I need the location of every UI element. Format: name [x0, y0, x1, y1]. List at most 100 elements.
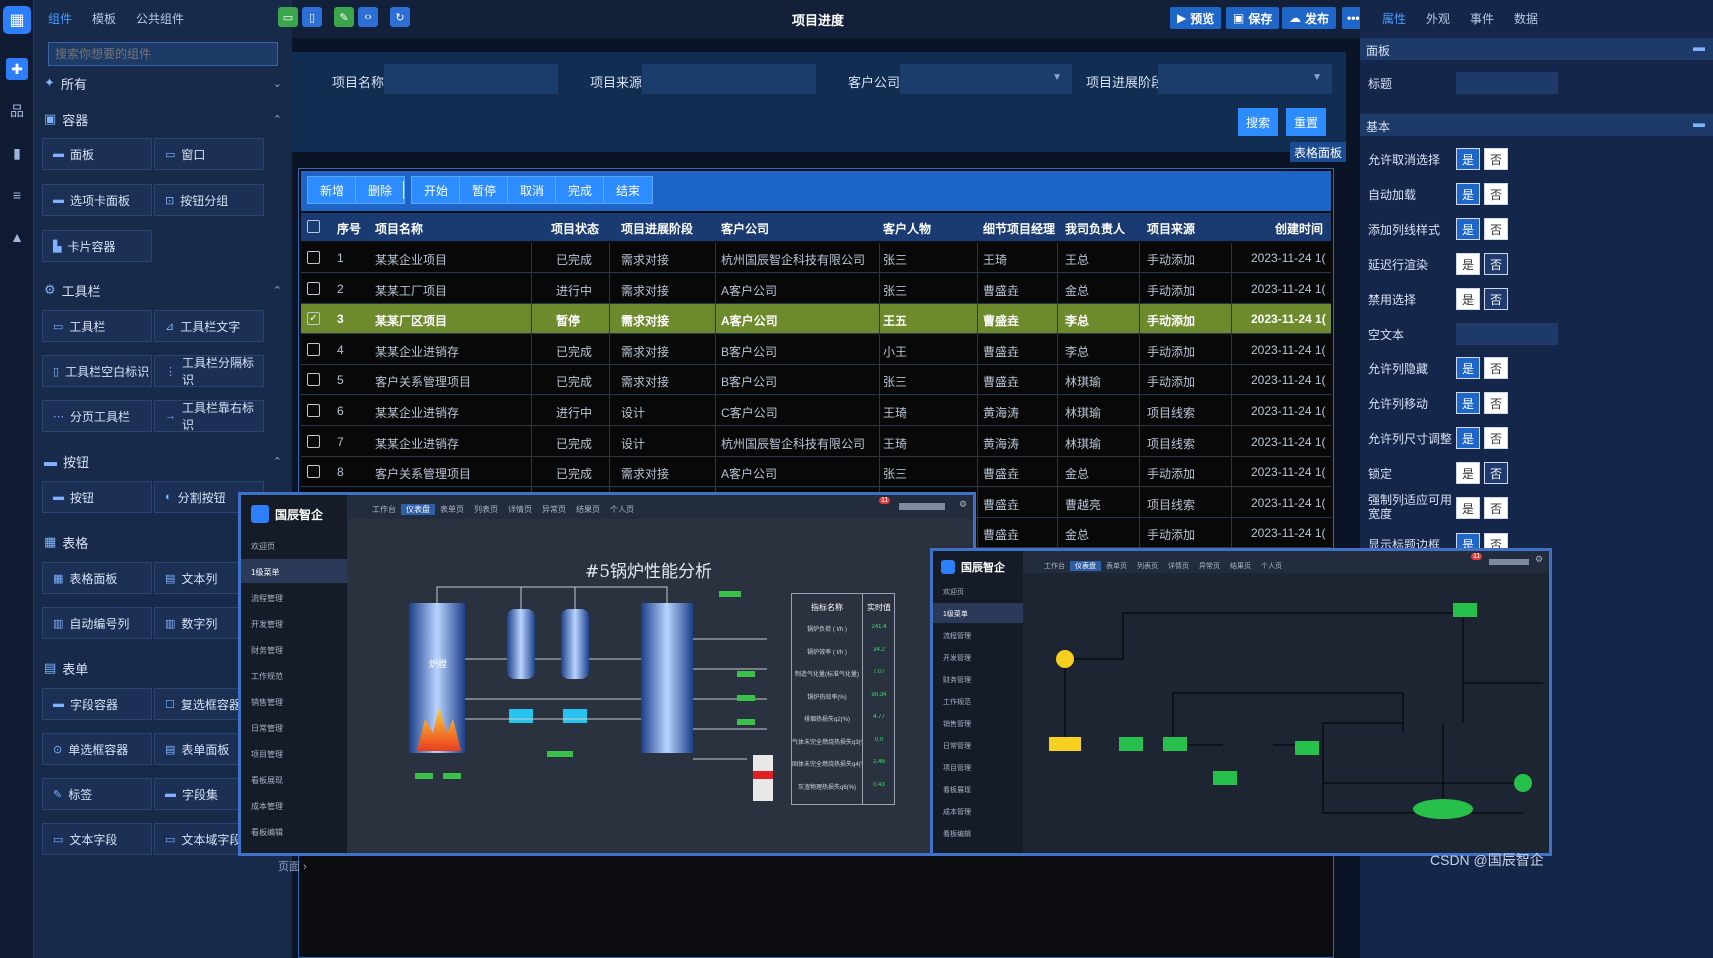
- preview-menu-item[interactable]: 成本管理: [943, 809, 971, 816]
- col-contact[interactable]: 客户人物: [883, 222, 932, 236]
- more-button[interactable]: •••: [1342, 7, 1365, 29]
- col-stage[interactable]: 项目进展阶段: [621, 222, 694, 236]
- search-button[interactable]: 搜索: [1238, 108, 1278, 136]
- component-paging-toolbar-item[interactable]: ⋯ 分页工具栏: [42, 400, 152, 432]
- no-toggle[interactable]: 否: [1484, 462, 1508, 484]
- select-all-checkbox[interactable]: [307, 220, 320, 233]
- project-name-input[interactable]: [384, 64, 558, 94]
- publish-button[interactable]: ☁ 发布: [1282, 7, 1337, 29]
- tab-public-components[interactable]: 公共组件: [136, 12, 185, 26]
- reset-button[interactable]: 重置: [1286, 108, 1326, 136]
- edit-icon[interactable]: ✎: [334, 7, 354, 27]
- preview-menu-item[interactable]: 项目管理: [943, 765, 971, 772]
- section-toolbar[interactable]: ⚙ 工具栏 ⌃: [44, 279, 282, 301]
- preview-tab[interactable]: 详情页: [508, 505, 532, 514]
- preview-menu-item[interactable]: 成本管理: [251, 802, 283, 811]
- no-toggle[interactable]: 否: [1484, 288, 1508, 310]
- no-toggle[interactable]: 否: [1484, 218, 1508, 240]
- preview-tab[interactable]: 详情页: [1168, 563, 1189, 570]
- preview-menu-item[interactable]: 开发管理: [943, 655, 971, 662]
- preview-menu-item[interactable]: 1级菜单: [241, 559, 347, 583]
- section-all[interactable]: ✦ 所有 ⌄: [44, 72, 282, 94]
- table-row[interactable]: ✓ 3 某某厂区项目 暂停 需求对接 A客户公司 王五 曹盛垚 李总 手动添加 2023-11-24…: [301, 304, 1331, 335]
- yes-toggle[interactable]: 是: [1456, 183, 1480, 205]
- yes-toggle[interactable]: 是: [1456, 497, 1480, 519]
- preview-menu-item[interactable]: 1级菜单: [933, 603, 1023, 623]
- yes-toggle[interactable]: 是: [1456, 392, 1480, 414]
- project-source-input[interactable]: [642, 64, 816, 94]
- section-grid[interactable]: ▦ 表格: [44, 531, 282, 553]
- delete-button[interactable]: 删除: [355, 176, 406, 204]
- preview-tab[interactable]: 列表页: [1137, 563, 1158, 570]
- col-status[interactable]: 项目状态: [551, 222, 600, 236]
- puzzle-icon[interactable]: ✚: [6, 58, 28, 80]
- preview-menu-item[interactable]: 看板编辑: [943, 831, 971, 838]
- preview-tab[interactable]: 结果页: [1230, 563, 1251, 570]
- yes-toggle[interactable]: 是: [1456, 218, 1480, 240]
- component-tabpanel-item[interactable]: ▬ 选项卡面板: [42, 184, 152, 216]
- preview-menu-item[interactable]: 看板展现: [943, 787, 971, 794]
- no-toggle[interactable]: 否: [1484, 148, 1508, 170]
- preview-tab[interactable]: 仪表盘: [1070, 561, 1101, 571]
- complete-button[interactable]: 完成: [555, 176, 606, 204]
- mobile-icon[interactable]: ▯: [302, 7, 322, 27]
- refresh-icon[interactable]: ↻: [390, 7, 410, 27]
- table-row[interactable]: 2 某某工厂项目 进行中 需求对接 A客户公司 张三 曹盛垚 金总 手动添加 2023-11-24…: [301, 273, 1331, 304]
- table-row[interactable]: 4 某某企业进销存 已完成 需求对接 B客户公司 小王 曹盛垚 李总 手动添加 2023-11-2…: [301, 334, 1331, 365]
- preview-menu-item[interactable]: 欢迎页: [943, 589, 964, 596]
- preview-menu-item[interactable]: 流程管理: [251, 594, 283, 603]
- row-checkbox[interactable]: [307, 342, 320, 356]
- yes-toggle[interactable]: 是: [1456, 253, 1480, 275]
- cancel-button[interactable]: 取消: [507, 176, 558, 204]
- settings-icon[interactable]: ⚙: [959, 499, 968, 509]
- no-toggle[interactable]: 否: [1484, 392, 1508, 414]
- panel-group-header[interactable]: 面板 ▬: [1360, 38, 1713, 60]
- component-button-item[interactable]: ▬ 按钮: [42, 481, 152, 513]
- no-toggle[interactable]: 否: [1484, 357, 1508, 379]
- no-toggle[interactable]: 否: [1484, 427, 1508, 449]
- chart-icon[interactable]: ▲: [10, 229, 24, 245]
- preview-menu-item[interactable]: 看板展现: [251, 776, 283, 785]
- component-window-item[interactable]: ▭ 窗口: [154, 138, 264, 170]
- component-toolbar-right-item[interactable]: → 工具栏靠右标识: [154, 400, 264, 432]
- row-checkbox[interactable]: [307, 251, 320, 264]
- preview-menu-item[interactable]: 工作规范: [251, 672, 283, 681]
- preview-menu-item[interactable]: 流程管理: [943, 633, 971, 640]
- desktop-icon[interactable]: ▭: [278, 7, 298, 27]
- col-manager[interactable]: 细节项目经理: [983, 222, 1056, 236]
- component-rownumber-item[interactable]: ▥ 自动编号列: [42, 607, 152, 639]
- page-breadcrumb[interactable]: 页面 ›: [278, 858, 307, 874]
- table-row[interactable]: 1 某某企业项目 已完成 需求对接 杭州国辰智企科技有限公司 张三 王琦 王总 手动添加 2023…: [301, 243, 1331, 273]
- row-checkbox[interactable]: [307, 373, 320, 387]
- tab-templates[interactable]: 模板: [92, 12, 117, 26]
- tab-data[interactable]: 数据: [1514, 12, 1539, 26]
- component-grid-panel-item[interactable]: ▦ 表格面板: [42, 562, 152, 594]
- component-text-field-item[interactable]: ▭ 文本字段: [42, 823, 152, 855]
- component-toolbar-separator-item[interactable]: ⋮ 工具栏分隔标识: [154, 355, 264, 387]
- settings-icon[interactable]: ⚙: [1535, 554, 1544, 564]
- preview-tab[interactable]: 工作台: [1044, 563, 1065, 570]
- table-row[interactable]: 7 某某企业进销存 已完成 设计 杭州国辰智企科技有限公司 王琦 黄海涛 林琪瑜 项目线索 202…: [301, 426, 1331, 457]
- add-button[interactable]: 新增: [307, 176, 358, 204]
- yes-toggle[interactable]: 是: [1456, 288, 1480, 310]
- preview-tab[interactable]: 异常页: [542, 505, 566, 514]
- preview-tab[interactable]: 表单页: [1106, 563, 1127, 570]
- col-created[interactable]: 创建时间: [1275, 222, 1324, 236]
- row-checkbox[interactable]: [307, 404, 320, 417]
- component-search-input[interactable]: [48, 42, 278, 66]
- row-checkbox[interactable]: ✓: [307, 312, 320, 326]
- component-toolbar-item[interactable]: ▭ 工具栏: [42, 310, 152, 342]
- component-label-item[interactable]: ✎ 标签: [42, 778, 152, 810]
- component-buttongroup-item[interactable]: ⊡ 按钮分组: [154, 184, 264, 216]
- preview-menu-item[interactable]: 日常管理: [943, 743, 971, 750]
- yes-toggle[interactable]: 是: [1456, 148, 1480, 170]
- preview-tab[interactable]: 工作台: [372, 505, 396, 514]
- preview-tab[interactable]: 异常页: [1199, 563, 1220, 570]
- yes-toggle[interactable]: 是: [1456, 427, 1480, 449]
- component-toolbar-text-item[interactable]: ⊿ 工具栏文字: [154, 310, 264, 342]
- component-radio-group-item[interactable]: ⊙ 单选框容器: [42, 733, 152, 765]
- preview-menu-item[interactable]: 看板编辑: [251, 828, 283, 837]
- no-toggle[interactable]: 否: [1484, 183, 1508, 205]
- preview-menu-item[interactable]: 财务管理: [251, 646, 283, 655]
- basic-group-header[interactable]: 基本 ▬: [1360, 114, 1713, 136]
